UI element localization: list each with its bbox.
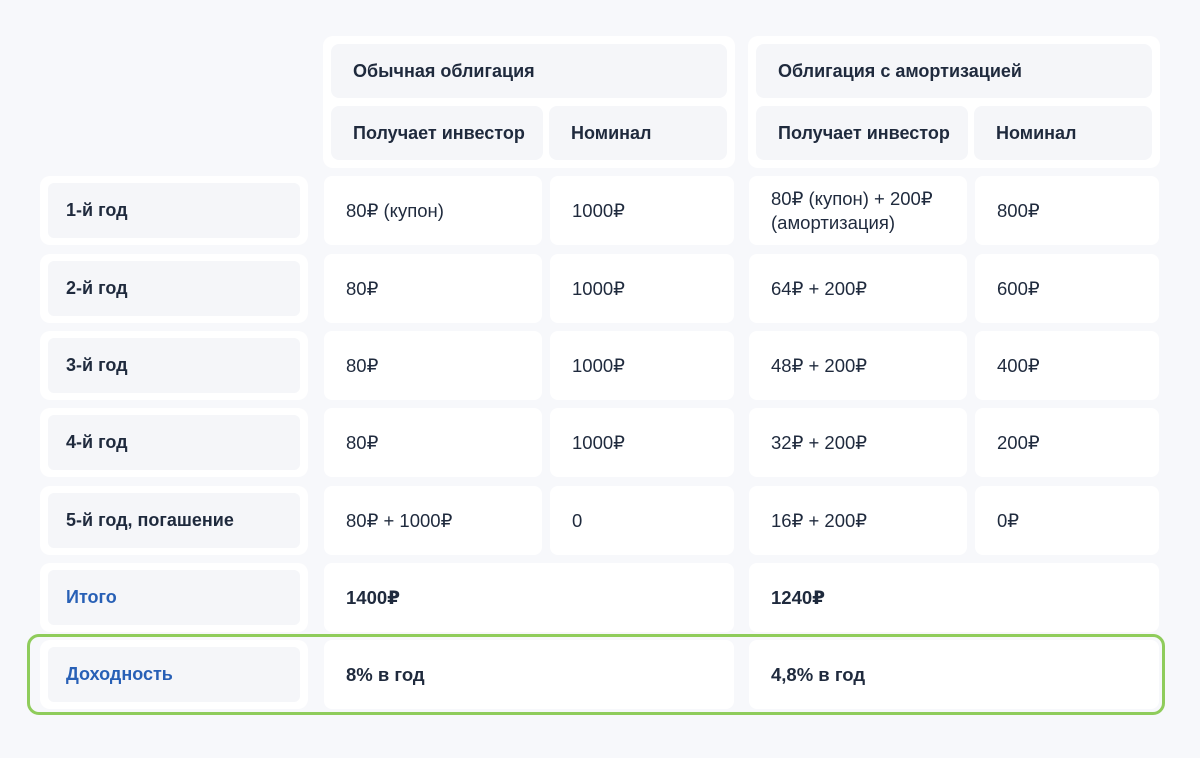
row-label-cell: 4-й год	[40, 408, 308, 477]
cell-regular-receive: 80₽ (купон)	[324, 176, 542, 245]
yield-amortized: 4,8% в год	[749, 640, 1159, 709]
header-investor-receives-amortized: Получает инвестор	[756, 106, 968, 160]
row-label: 3-й год	[48, 338, 300, 393]
total-label: Итого	[48, 570, 300, 625]
cell-regular-nominal: 1000₽	[550, 408, 734, 477]
cell-amortized-nominal: 800₽	[975, 176, 1159, 245]
cell-amortized-receive: 64₽ + 200₽	[749, 254, 967, 323]
cell-amortized-nominal: 200₽	[975, 408, 1159, 477]
yield-regular: 8% в год	[324, 640, 734, 709]
cell-regular-receive: 80₽ + 1000₽	[324, 486, 542, 555]
cell-amortized-receive: 32₽ + 200₽	[749, 408, 967, 477]
row-label: 5-й год, погашение	[48, 493, 300, 548]
row-label-cell: 5-й год, погашение	[40, 486, 308, 555]
cell-regular-receive: 80₽	[324, 331, 542, 400]
cell-regular-nominal: 1000₽	[550, 176, 734, 245]
cell-amortized-nominal: 0₽	[975, 486, 1159, 555]
total-regular: 1400₽	[324, 563, 734, 632]
cell-regular-nominal: 0	[550, 486, 734, 555]
row-label: 4-й год	[48, 415, 300, 470]
total-label-cell: Итого	[40, 563, 308, 632]
row-label: 1-й год	[48, 183, 300, 238]
cell-regular-receive: 80₽	[324, 254, 542, 323]
cell-amortized-nominal: 600₽	[975, 254, 1159, 323]
cell-regular-nominal: 1000₽	[550, 331, 734, 400]
cell-amortized-nominal: 400₽	[975, 331, 1159, 400]
header-investor-receives-regular: Получает инвестор	[331, 106, 543, 160]
row-label: 2-й год	[48, 261, 300, 316]
header-nominal-regular: Номинал	[549, 106, 727, 160]
yield-label: Доходность	[48, 647, 300, 702]
header-bond-regular: Обычная облигация	[331, 44, 727, 98]
cell-amortized-receive: 16₽ + 200₽	[749, 486, 967, 555]
header-nominal-amortized: Номинал	[974, 106, 1152, 160]
row-label-cell: 1-й год	[40, 176, 308, 245]
cell-regular-receive: 80₽	[324, 408, 542, 477]
cell-regular-nominal: 1000₽	[550, 254, 734, 323]
row-label-cell: 2-й год	[40, 254, 308, 323]
row-label-cell: 3-й год	[40, 331, 308, 400]
cell-amortized-receive: 80₽ (купон) + 200₽ (амортизация)	[749, 176, 967, 245]
total-amortized: 1240₽	[749, 563, 1159, 632]
header-bond-amortized: Облигация с амортизацией	[756, 44, 1152, 98]
yield-label-cell: Доходность	[40, 640, 308, 709]
cell-amortized-receive: 48₽ + 200₽	[749, 331, 967, 400]
